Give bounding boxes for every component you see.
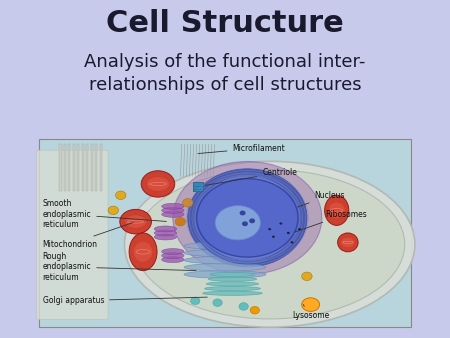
Ellipse shape: [193, 172, 302, 264]
Ellipse shape: [116, 191, 126, 199]
Text: Nucleus: Nucleus: [297, 191, 345, 207]
Ellipse shape: [272, 236, 275, 238]
Ellipse shape: [287, 232, 290, 234]
Bar: [73, 144, 75, 192]
Ellipse shape: [154, 230, 176, 236]
Ellipse shape: [341, 237, 355, 247]
Text: Cell Structure: Cell Structure: [106, 9, 344, 38]
Ellipse shape: [154, 234, 176, 240]
Ellipse shape: [162, 248, 184, 255]
Ellipse shape: [129, 233, 157, 271]
Bar: [95, 144, 97, 192]
Text: Mitochondrion: Mitochondrion: [43, 222, 133, 249]
Ellipse shape: [208, 277, 256, 281]
Bar: [68, 144, 71, 192]
Ellipse shape: [175, 217, 185, 226]
Text: Centriole: Centriole: [205, 168, 297, 185]
Text: Rough
endoplasmic
reticulum: Rough endoplasmic reticulum: [43, 252, 196, 282]
Ellipse shape: [338, 233, 358, 252]
Ellipse shape: [154, 226, 176, 232]
Ellipse shape: [215, 206, 261, 240]
Text: Golgi apparatus: Golgi apparatus: [43, 296, 207, 305]
Ellipse shape: [162, 208, 184, 213]
Ellipse shape: [125, 161, 415, 327]
Ellipse shape: [242, 221, 248, 226]
Ellipse shape: [135, 170, 405, 319]
Bar: [64, 144, 66, 192]
Ellipse shape: [213, 299, 222, 307]
Ellipse shape: [202, 291, 262, 295]
Ellipse shape: [239, 211, 246, 215]
Ellipse shape: [188, 169, 307, 267]
Ellipse shape: [184, 271, 266, 278]
Ellipse shape: [204, 287, 261, 291]
Ellipse shape: [207, 282, 258, 286]
Ellipse shape: [184, 264, 266, 271]
Ellipse shape: [141, 171, 175, 197]
FancyBboxPatch shape: [36, 150, 108, 319]
Bar: [81, 144, 84, 192]
Bar: [86, 144, 88, 192]
Ellipse shape: [184, 256, 266, 264]
Ellipse shape: [184, 249, 266, 257]
Ellipse shape: [197, 179, 298, 257]
Ellipse shape: [108, 206, 118, 215]
Text: Microfilament: Microfilament: [198, 144, 285, 153]
Ellipse shape: [133, 241, 153, 262]
Ellipse shape: [125, 215, 147, 228]
Ellipse shape: [291, 241, 293, 243]
Ellipse shape: [173, 162, 322, 274]
Ellipse shape: [162, 252, 184, 259]
Ellipse shape: [324, 195, 349, 225]
Ellipse shape: [279, 222, 282, 225]
Ellipse shape: [184, 242, 266, 249]
Ellipse shape: [302, 272, 312, 281]
Text: Ribosomes: Ribosomes: [295, 210, 367, 232]
Bar: [99, 144, 102, 192]
Ellipse shape: [328, 202, 345, 219]
Text: Lysosome: Lysosome: [292, 305, 329, 320]
Ellipse shape: [197, 175, 297, 261]
Ellipse shape: [146, 177, 170, 191]
FancyBboxPatch shape: [39, 139, 411, 327]
Ellipse shape: [162, 211, 184, 217]
Bar: [194, 182, 202, 192]
Text: Smooth
endoplasmic
reticulum: Smooth endoplasmic reticulum: [43, 199, 166, 229]
Ellipse shape: [239, 303, 248, 310]
Ellipse shape: [250, 307, 260, 314]
Ellipse shape: [249, 218, 255, 223]
Bar: [77, 144, 79, 192]
Ellipse shape: [120, 210, 152, 234]
Ellipse shape: [210, 272, 255, 276]
Ellipse shape: [162, 257, 184, 263]
Ellipse shape: [302, 298, 319, 311]
Ellipse shape: [298, 228, 301, 230]
Text: Analysis of the functional inter-
relationships of cell structures: Analysis of the functional inter- relati…: [84, 53, 366, 94]
Ellipse shape: [183, 198, 193, 207]
Ellipse shape: [190, 297, 200, 305]
Bar: [90, 144, 93, 192]
Ellipse shape: [162, 203, 184, 209]
Bar: [59, 144, 62, 192]
Ellipse shape: [268, 228, 271, 230]
